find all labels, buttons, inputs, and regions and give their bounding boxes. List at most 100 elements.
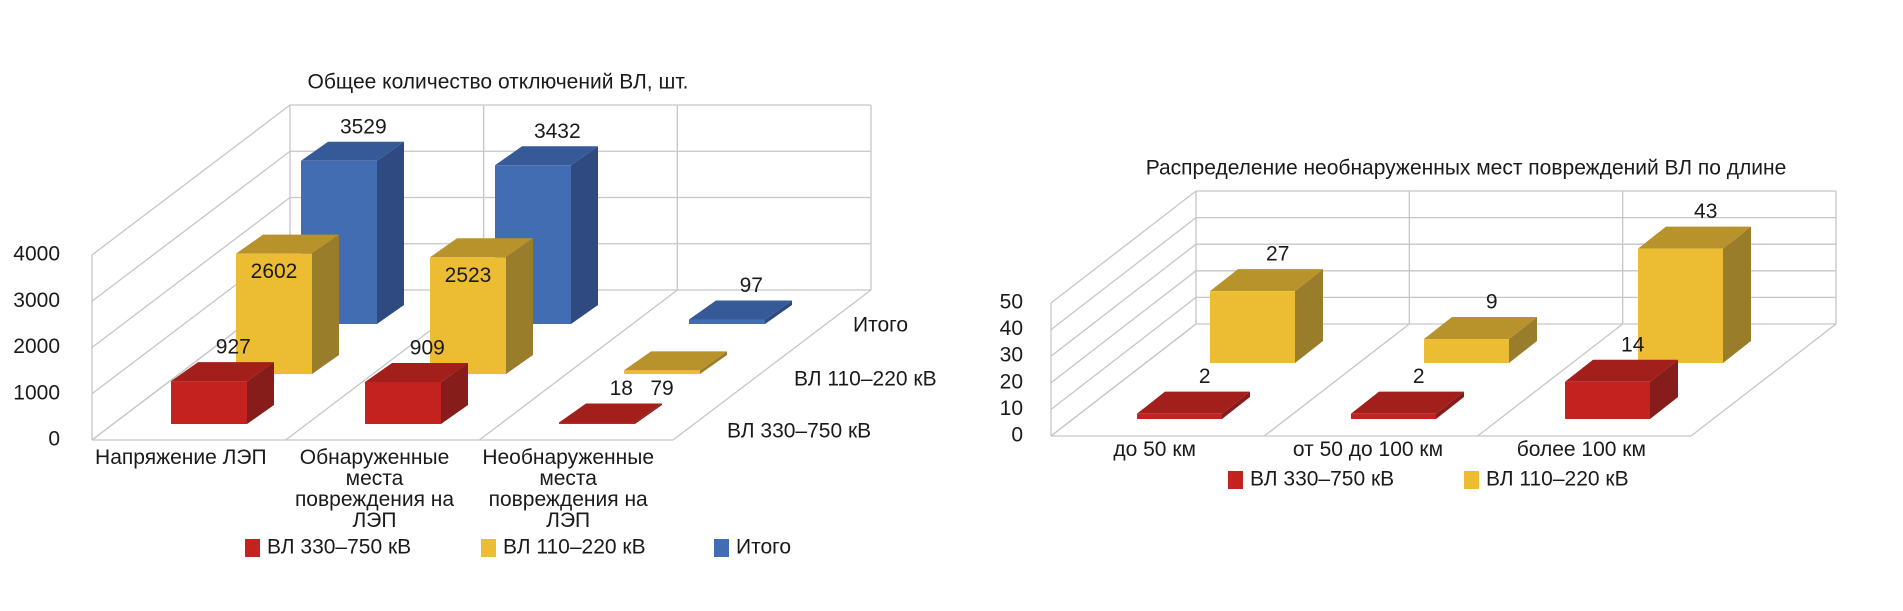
bar-top xyxy=(1351,391,1464,414)
bar-side xyxy=(1436,391,1464,419)
bar xyxy=(1565,359,1678,419)
series-axis-label: Итого xyxy=(853,314,908,337)
data-label: 9 xyxy=(1486,291,1498,314)
data-label: 2 xyxy=(1413,365,1425,388)
y-tick-label: 40 xyxy=(1000,317,1023,340)
x-category-label: до 50 км xyxy=(1113,438,1196,461)
bar-front xyxy=(624,370,700,374)
bar-side xyxy=(700,351,727,374)
data-label: 14 xyxy=(1621,333,1645,356)
bar-side xyxy=(1509,317,1537,363)
bar-side xyxy=(1650,359,1678,419)
bar-front xyxy=(1638,248,1723,363)
bar-front xyxy=(171,381,247,424)
x-category-label: от 50 до 100 км xyxy=(1293,438,1443,461)
y-tick-label: 10 xyxy=(1000,397,1023,420)
bar-top xyxy=(1565,359,1678,382)
legend-label: ВЛ 110–220 кВ xyxy=(1486,468,1629,491)
x-category-label: Обнаруженные места повреждения на ЛЭП xyxy=(295,446,454,532)
floor-gridline xyxy=(478,289,678,441)
data-label: 79 xyxy=(650,377,673,400)
x-category-label: более 100 км xyxy=(1517,438,1646,461)
chart-title: Общее количество отключений ВЛ, шт. xyxy=(308,71,689,94)
bar xyxy=(1638,226,1751,363)
bar-top xyxy=(236,234,339,254)
bar-side xyxy=(765,300,792,324)
data-label: 97 xyxy=(740,274,763,297)
legend-label: Итого xyxy=(736,536,791,559)
bar-top xyxy=(430,238,533,258)
data-label: 3529 xyxy=(340,115,387,138)
bar-front xyxy=(559,422,635,424)
y-tick-label: 0 xyxy=(1011,424,1023,447)
x-category-line: ЛЭП xyxy=(353,509,397,532)
data-label: 18 xyxy=(610,377,633,400)
bar-side xyxy=(1723,226,1751,363)
y-tick-label: 0 xyxy=(48,428,60,451)
legend-swatch xyxy=(245,539,260,557)
bar-side xyxy=(312,234,339,374)
x-category-line: повреждения на xyxy=(295,488,454,511)
data-label: 3432 xyxy=(534,120,581,143)
data-label: 2523 xyxy=(445,264,492,287)
bar-top xyxy=(559,403,662,423)
x-category-label: Необнаруженные места повреждения на ЛЭП xyxy=(482,446,654,532)
y-tick-label: 20 xyxy=(1000,370,1023,393)
bar-top xyxy=(689,300,792,320)
bar-front xyxy=(1351,413,1436,419)
legend-swatch xyxy=(1228,471,1243,489)
bar-side xyxy=(377,141,404,324)
bar xyxy=(559,403,662,424)
x-category-line: повреждения на xyxy=(489,488,648,511)
data-label: 2602 xyxy=(251,260,298,283)
y-tick-label: 2000 xyxy=(13,335,60,358)
legend-swatch xyxy=(714,539,729,557)
bar xyxy=(689,300,792,324)
bar-top xyxy=(365,362,468,382)
x-category-line: Обнаруженные xyxy=(300,446,450,469)
bar-top xyxy=(171,362,274,382)
series-axis-label: ВЛ 330–750 кВ xyxy=(727,420,871,443)
data-label: 909 xyxy=(410,337,445,360)
floor-gridline xyxy=(1263,323,1410,437)
floor-gridline xyxy=(1477,323,1624,437)
bar-top xyxy=(1638,226,1751,249)
legend-item: ВЛ 330–750 кВ xyxy=(1228,468,1394,491)
bar xyxy=(1137,391,1250,419)
bar-front xyxy=(365,381,441,424)
x-category-line: ЛЭП xyxy=(546,509,590,532)
legend-label: ВЛ 330–750 кВ xyxy=(267,536,411,559)
legend-item: ВЛ 110–220 кВ xyxy=(481,536,646,559)
x-category-label: Напряжение ЛЭП xyxy=(95,446,267,469)
bar xyxy=(236,234,339,374)
data-label: 43 xyxy=(1694,200,1717,223)
bar-top xyxy=(495,146,598,166)
legend-label: ВЛ 110–220 кВ xyxy=(503,536,646,559)
chart-title: Распределение необнаруженных мест повреж… xyxy=(1146,157,1787,180)
x-category-line: места xyxy=(539,467,597,490)
bar xyxy=(171,362,274,424)
bar-side xyxy=(441,362,468,424)
legend-item: Итого xyxy=(714,536,791,559)
chart-outages-total: Общее количество отключений ВЛ, шт. 0 1000… xyxy=(13,71,936,559)
bar xyxy=(1351,391,1464,419)
chart-undetected-by-length: Распределение необнаруженных мест повреж… xyxy=(1000,157,1837,491)
bar-top xyxy=(1210,269,1323,292)
bar-side xyxy=(247,362,274,424)
bar xyxy=(624,351,727,374)
floor-gridline xyxy=(1690,323,1837,437)
bar xyxy=(365,362,468,424)
gridline xyxy=(91,104,871,256)
bar-side xyxy=(571,146,598,324)
data-label: 927 xyxy=(216,336,251,359)
bar-front xyxy=(430,257,506,374)
bar-front xyxy=(236,253,312,374)
y-tick-label: 1000 xyxy=(13,381,60,404)
bar xyxy=(430,238,533,374)
y-tick-label: 3000 xyxy=(13,289,60,312)
x-category-line: места xyxy=(346,467,404,490)
bar xyxy=(1424,317,1537,363)
x-category-line: до 50 км xyxy=(1113,438,1196,461)
data-label: 2 xyxy=(1199,365,1211,388)
